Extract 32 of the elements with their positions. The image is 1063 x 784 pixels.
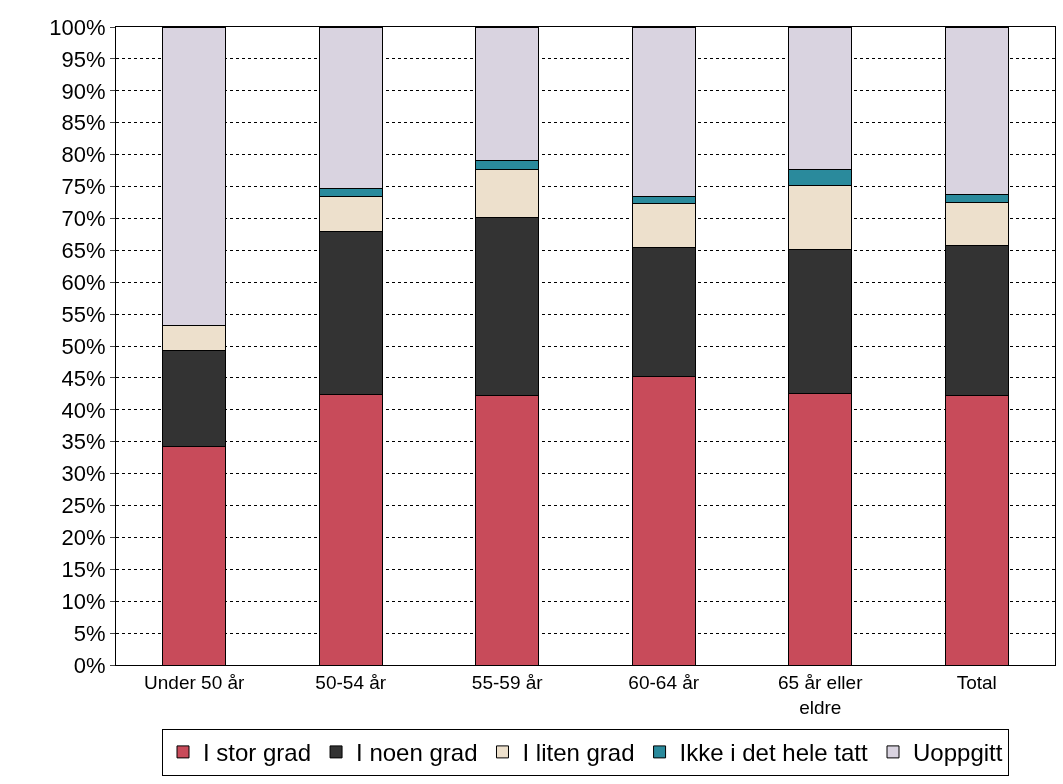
y-tick-label: 60% bbox=[61, 269, 106, 295]
y-tick-label: 85% bbox=[61, 110, 106, 136]
x-tick-label: 60-64 år bbox=[628, 671, 700, 693]
y-tick-label: 20% bbox=[61, 525, 106, 551]
legend-label: I liten grad bbox=[522, 739, 635, 767]
y-tick-label: 80% bbox=[61, 142, 106, 168]
y-tick-label: 30% bbox=[61, 461, 106, 487]
legend-label: Uoppgitt bbox=[913, 739, 1003, 767]
y-tick-label: 0% bbox=[73, 652, 106, 678]
y-tick-label: 40% bbox=[61, 397, 106, 423]
y-tick-label: 55% bbox=[61, 301, 106, 327]
legend-label: I noen grad bbox=[356, 739, 478, 767]
y-tick-label: 70% bbox=[61, 206, 106, 232]
y-tick-label: 95% bbox=[61, 46, 106, 72]
y-tick-label: 5% bbox=[73, 620, 106, 646]
y-tick-label: 90% bbox=[61, 78, 106, 104]
y-tick-label: 15% bbox=[61, 557, 106, 582]
legend-label: I stor grad bbox=[203, 739, 312, 767]
y-tick-label: 25% bbox=[61, 493, 106, 519]
x-tick-label: Under 50 år bbox=[144, 671, 246, 693]
y-tick-label: 75% bbox=[61, 174, 106, 200]
y-tick-label: 45% bbox=[61, 365, 106, 391]
y-tick-label: 100% bbox=[49, 14, 106, 40]
x-tick-label: Total bbox=[956, 671, 997, 693]
x-tick-label: 50-54 år bbox=[315, 671, 387, 693]
legend-label: Ikke i det hele tatt bbox=[679, 739, 868, 767]
x-tick-label: 65 år eller eldre bbox=[778, 671, 864, 718]
y-tick-label: 50% bbox=[61, 333, 106, 359]
y-tick-label: 10% bbox=[61, 588, 106, 614]
x-tick-label: 55-59 år bbox=[471, 671, 544, 693]
y-tick-label: 65% bbox=[61, 238, 106, 263]
y-tick-label: 35% bbox=[61, 429, 106, 455]
